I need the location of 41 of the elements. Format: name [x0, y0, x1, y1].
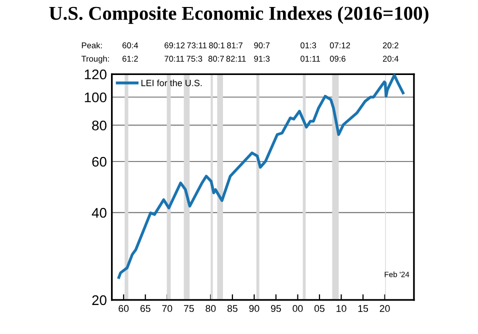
text: 01:11 — [300, 56, 320, 62]
y-tick-label: 100 — [84, 92, 106, 102]
text: 73:11 — [187, 42, 207, 48]
x-tick-label: 60 — [118, 305, 129, 312]
text: 20:2 — [382, 42, 398, 48]
x-tick-label: 65 — [140, 305, 150, 312]
x-tick-label: 95 — [271, 305, 281, 312]
text: 80:1 — [209, 42, 224, 48]
legend-label: LEI for the U.S. — [141, 80, 202, 86]
text: 82:11 — [226, 56, 246, 62]
y-tick-label: 120 — [84, 69, 106, 80]
x-tick-label: 75 — [184, 305, 194, 312]
x-tick-label: 05 — [314, 305, 324, 312]
text: 07:12 — [330, 42, 350, 48]
text: 90:7 — [254, 42, 270, 48]
text: 61:2 — [122, 56, 138, 62]
x-tick-label: 00 — [292, 305, 303, 312]
y-tick-label: 60 — [92, 156, 106, 167]
text: Peak: — [82, 42, 102, 48]
x-tick-label: 20 — [380, 305, 390, 312]
x-tick-label: 70 — [162, 305, 172, 312]
text: 91:3 — [254, 56, 270, 62]
text: 80:7 — [208, 56, 224, 62]
x-tick-label: 10 — [336, 305, 346, 312]
text: 60:4 — [122, 42, 138, 48]
chart-title: U.S. Composite Economic Indexes (2016=100) — [49, 6, 428, 24]
text: 81:7 — [227, 42, 242, 48]
text: 09:6 — [330, 56, 346, 62]
x-tick-label: 80 — [206, 305, 216, 312]
text: 01:3 — [300, 42, 316, 48]
x-tick-label: 85 — [227, 305, 238, 312]
text: Trough: — [81, 56, 109, 64]
y-tick-label: 20 — [92, 295, 106, 306]
text: 75:3 — [186, 56, 202, 62]
y-tick-label: 80 — [92, 120, 106, 130]
text: 70:11 — [164, 56, 184, 62]
x-tick-label: 15 — [358, 305, 368, 312]
x-tick-label: 90 — [249, 305, 260, 312]
text: 69:12 — [164, 42, 185, 48]
text: 20:4 — [382, 56, 398, 62]
y-tick-label: 40 — [92, 208, 106, 218]
